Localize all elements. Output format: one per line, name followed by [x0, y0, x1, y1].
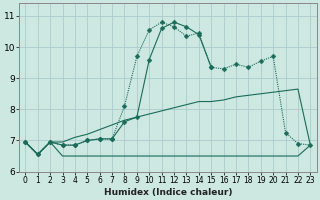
X-axis label: Humidex (Indice chaleur): Humidex (Indice chaleur) — [104, 188, 232, 197]
